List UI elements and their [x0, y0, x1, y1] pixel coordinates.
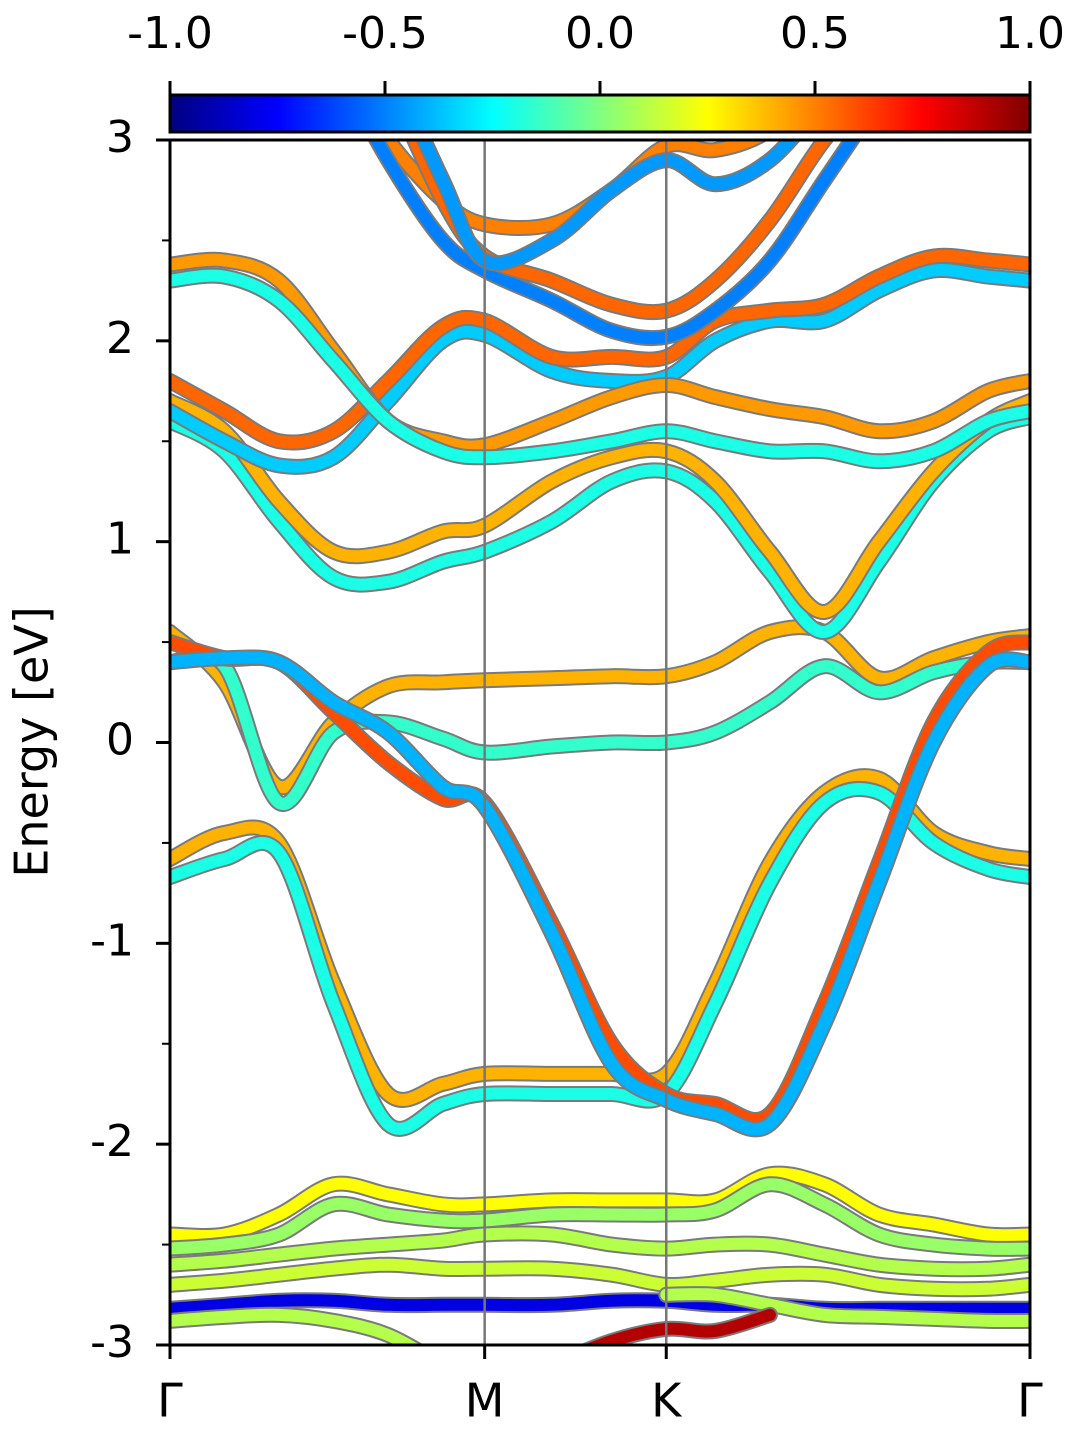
band: [170, 1178, 1030, 1255]
band: [660, 1288, 1030, 1328]
band: [170, 249, 1030, 449]
band: [170, 269, 1030, 468]
band: [170, 621, 1030, 794]
band: [170, 253, 1030, 453]
x-tick-label: M: [465, 1374, 505, 1428]
y-tick-label: -1: [90, 915, 134, 966]
band: [170, 411, 1030, 638]
band: [170, 1167, 1030, 1242]
band: [170, 1227, 1030, 1276]
x-tick-label: Γ: [157, 1374, 183, 1428]
colorbar-tick-label: -0.5: [342, 8, 428, 59]
y-tick-label: -2: [90, 1116, 134, 1167]
colorbar: [168, 93, 1032, 134]
band: [170, 395, 1030, 618]
colorbar-tick-label: 0.5: [780, 8, 850, 59]
plot-frame: [168, 138, 1032, 1347]
band: [170, 648, 1030, 810]
colorbar-tick-label: 0.0: [565, 8, 635, 59]
y-axis-label: Energy [eV]: [5, 606, 59, 877]
x-tick-label: K: [651, 1374, 683, 1428]
y-tick-label: 1: [106, 514, 134, 565]
colorbar-tick-label: 1.0: [995, 8, 1065, 59]
y-tick-label: 0: [106, 715, 134, 766]
band: [170, 651, 1030, 1136]
y-tick-label: 2: [106, 313, 134, 364]
y-tick-label: -3: [90, 1317, 134, 1368]
band-outline: [170, 619, 1030, 796]
band: [170, 782, 1030, 1135]
x-tick-label: Γ: [1017, 1374, 1043, 1428]
y-tick-label: 3: [106, 112, 134, 163]
band: [170, 264, 1030, 473]
band: [417, 140, 799, 270]
band: [170, 1308, 421, 1345]
colorbar-tick-label: -1.0: [127, 8, 213, 59]
bands: [170, 140, 1030, 1345]
band: [369, 140, 859, 345]
band: [170, 1258, 1030, 1296]
band: [170, 1294, 1030, 1316]
